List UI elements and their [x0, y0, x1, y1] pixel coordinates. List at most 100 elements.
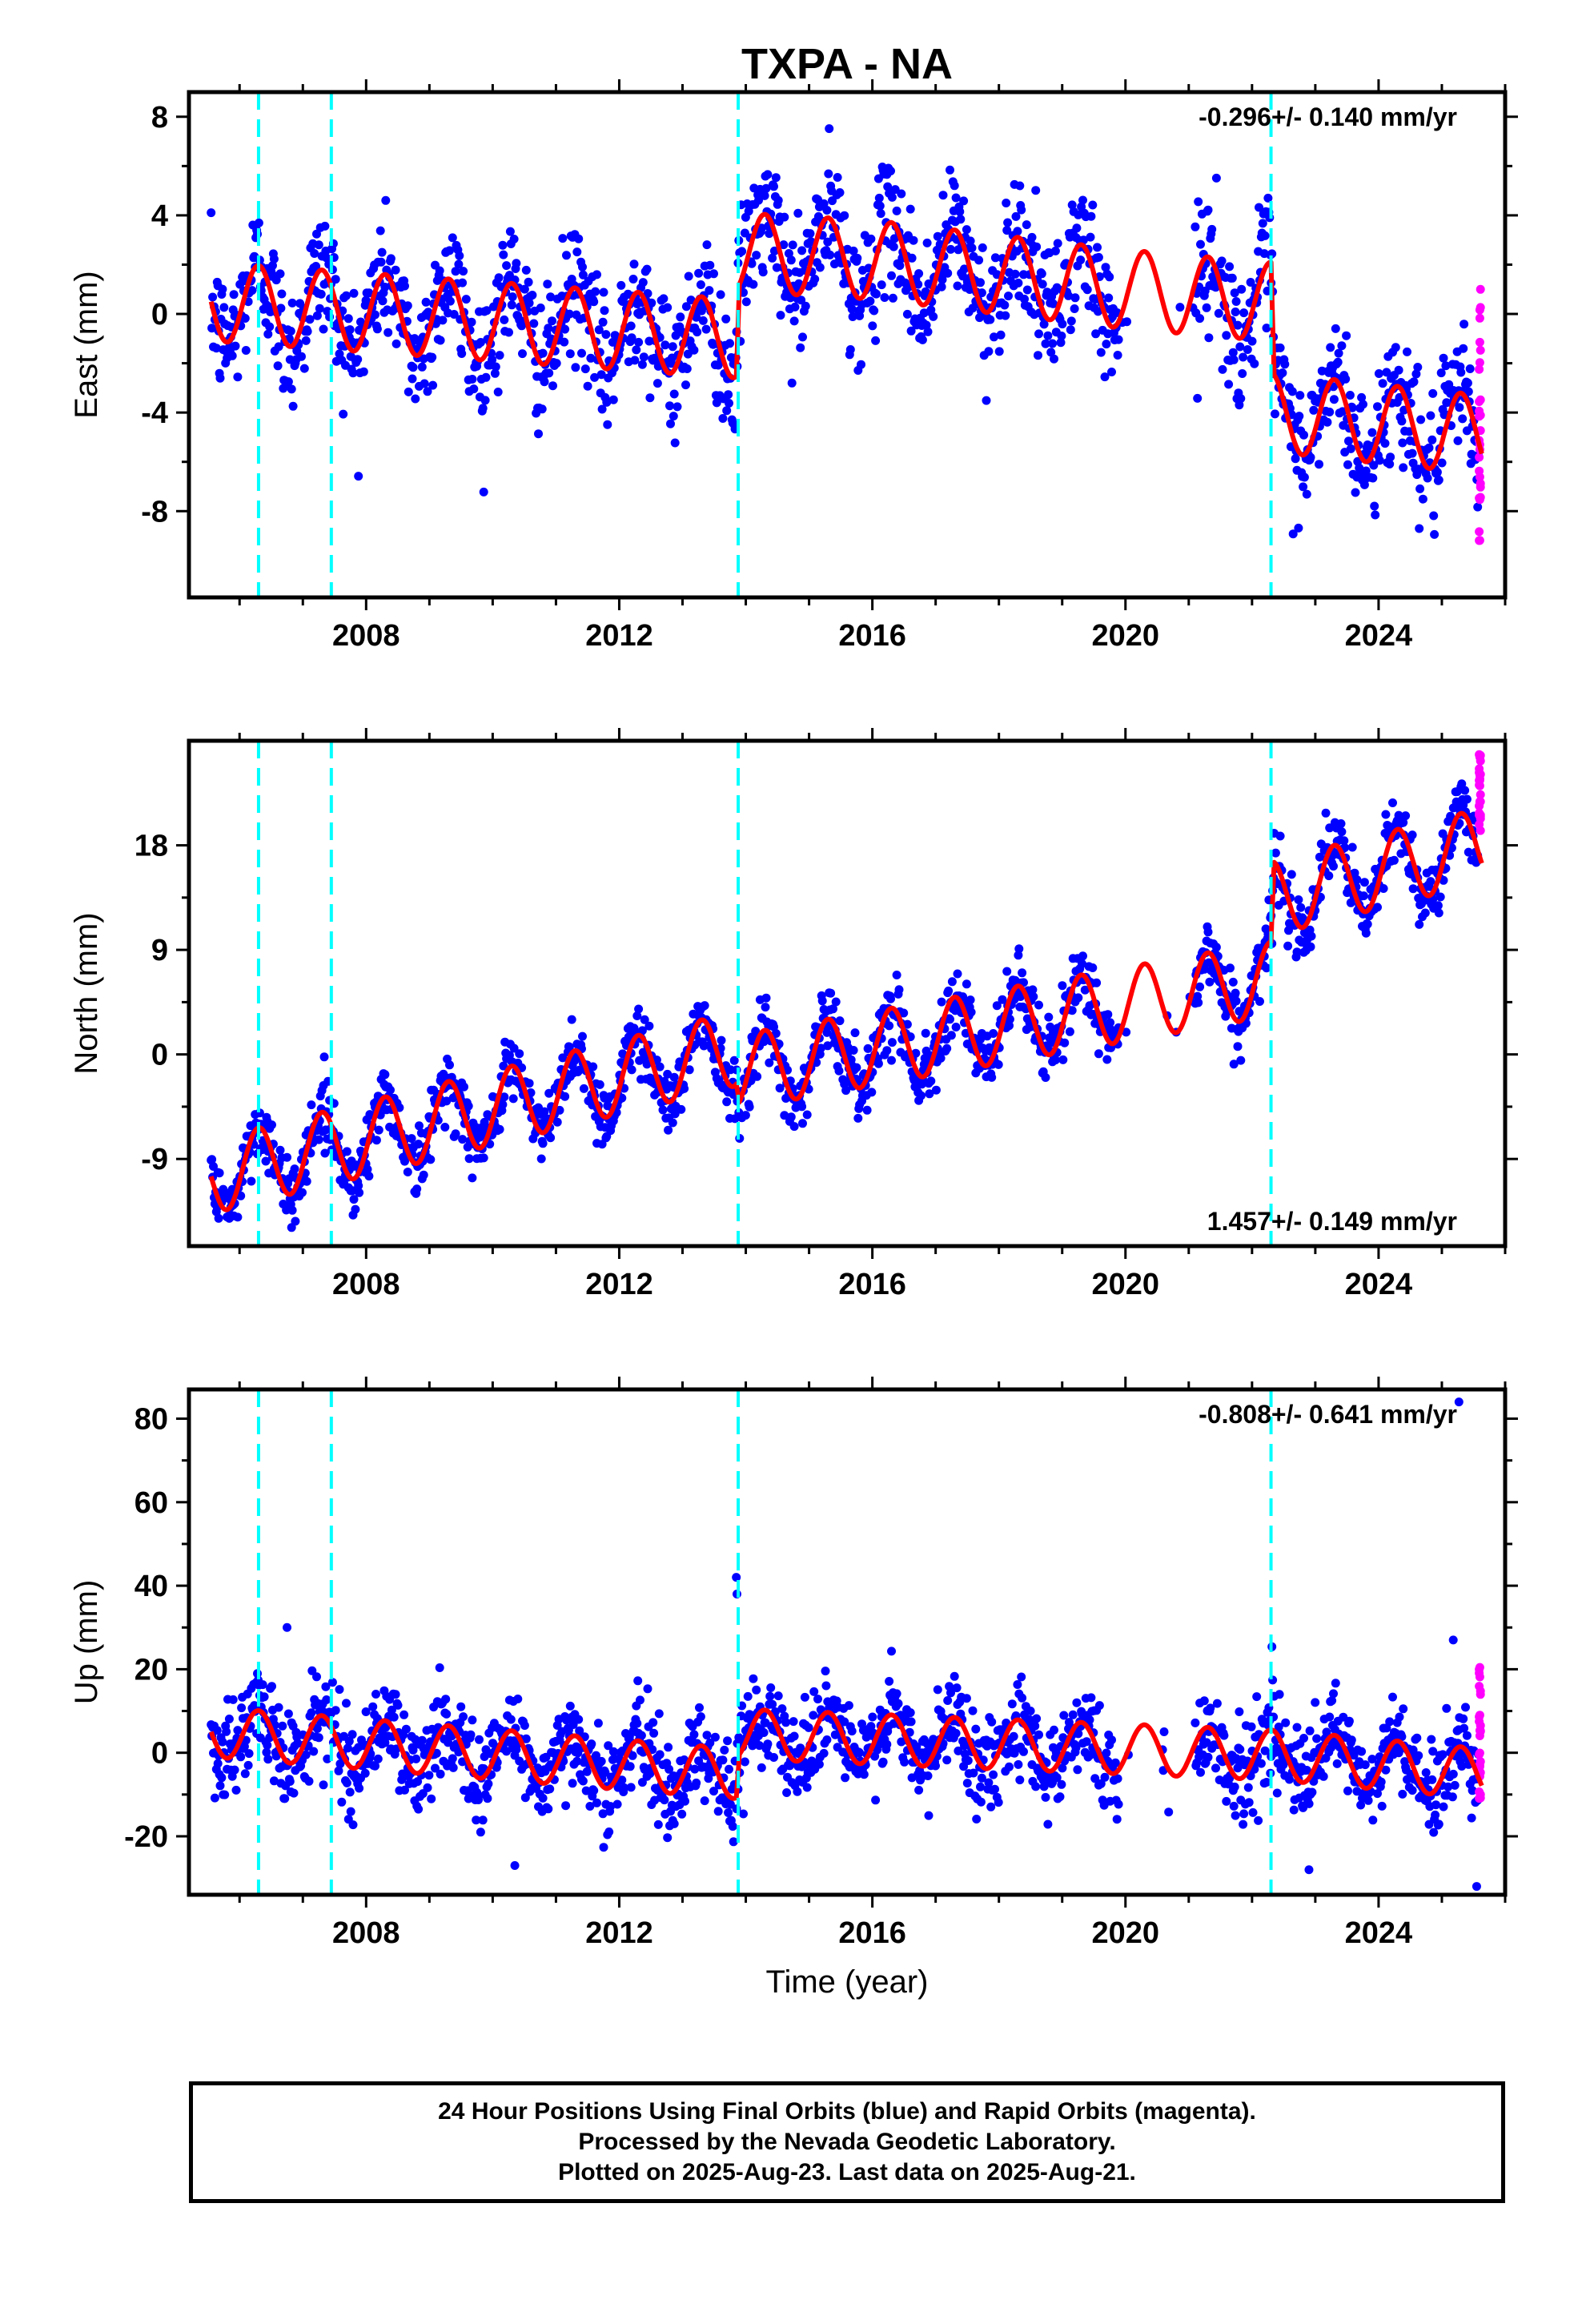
final-point	[276, 304, 286, 313]
rapid-point	[1476, 479, 1485, 489]
final-point	[1068, 1710, 1078, 1719]
final-point	[1343, 460, 1352, 469]
final-point	[1027, 232, 1037, 242]
final-point	[760, 191, 769, 200]
final-point	[643, 289, 652, 298]
final-point	[376, 257, 386, 267]
final-point	[499, 1061, 508, 1071]
final-point	[283, 377, 293, 387]
final-point	[1347, 842, 1357, 852]
final-point	[743, 1691, 753, 1701]
final-point	[346, 1807, 355, 1816]
final-point	[643, 1684, 652, 1694]
final-point	[498, 240, 508, 250]
final-point	[1238, 369, 1247, 378]
final-point	[1473, 502, 1483, 512]
final-point	[283, 1152, 291, 1162]
final-point	[558, 234, 568, 243]
final-point	[319, 324, 328, 334]
final-point	[946, 1015, 954, 1024]
final-point	[354, 1181, 363, 1191]
final-point	[459, 1712, 468, 1722]
final-point	[571, 363, 580, 372]
final-point	[639, 352, 648, 362]
final-point	[1376, 1777, 1386, 1787]
final-point	[1007, 1699, 1017, 1709]
final-point	[448, 1763, 458, 1772]
final-point	[797, 1102, 807, 1112]
final-point	[805, 229, 815, 239]
final-point	[331, 1706, 340, 1715]
final-point	[1237, 284, 1247, 294]
final-point	[889, 234, 899, 243]
final-point	[601, 330, 611, 340]
final-point	[761, 183, 771, 193]
final-point	[440, 1123, 450, 1132]
final-point	[847, 304, 857, 314]
final-point	[943, 1696, 953, 1705]
final-point	[1415, 524, 1424, 533]
final-point	[950, 1671, 959, 1681]
final-point	[737, 247, 747, 256]
final-point	[1408, 884, 1418, 894]
final-point	[1091, 329, 1101, 339]
final-point	[275, 1145, 285, 1155]
final-point	[665, 401, 674, 411]
final-point	[761, 1003, 770, 1012]
final-point	[786, 1112, 796, 1122]
final-point	[374, 1125, 383, 1135]
final-point	[1375, 456, 1384, 465]
final-point	[380, 283, 390, 292]
final-point	[689, 1730, 699, 1739]
final-point	[695, 1703, 704, 1712]
final-point	[1196, 1767, 1205, 1777]
final-point	[1437, 458, 1447, 468]
final-point	[1049, 299, 1058, 308]
final-point	[892, 971, 901, 979]
final-point	[1275, 343, 1285, 352]
final-point	[1459, 344, 1468, 353]
final-point	[771, 1029, 781, 1038]
rapid-point	[1475, 452, 1484, 462]
final-point	[876, 209, 885, 219]
final-point	[1122, 317, 1131, 327]
final-point	[789, 1731, 799, 1741]
final-point	[787, 378, 797, 388]
final-point	[987, 1717, 997, 1727]
final-point	[592, 270, 601, 279]
final-point	[955, 207, 965, 216]
final-point	[337, 1797, 347, 1807]
final-point	[572, 247, 582, 257]
final-point	[802, 1783, 812, 1792]
final-point	[1254, 1815, 1263, 1825]
final-point	[291, 1216, 300, 1226]
final-point	[233, 372, 243, 382]
final-point	[666, 419, 675, 428]
final-point	[895, 261, 905, 271]
final-point	[537, 404, 547, 414]
final-point	[1048, 339, 1058, 348]
final-point	[749, 279, 758, 289]
up-frame	[187, 1387, 1508, 1897]
final-point	[1034, 329, 1043, 339]
final-point	[720, 1745, 729, 1755]
east-plot-area	[207, 124, 1485, 545]
final-point	[960, 264, 969, 274]
final-point	[887, 1038, 897, 1047]
final-point	[1175, 303, 1185, 312]
final-point	[1034, 1000, 1043, 1010]
final-point	[1460, 786, 1470, 795]
final-point	[1305, 1726, 1315, 1735]
final-point	[561, 1801, 571, 1811]
final-point	[1094, 1701, 1104, 1711]
y-tick-label: 8	[151, 101, 168, 135]
final-point	[322, 1695, 331, 1704]
final-point	[700, 1001, 709, 1011]
final-point	[1369, 460, 1379, 470]
final-point-outlier	[1448, 1635, 1458, 1645]
final-point	[1299, 472, 1309, 482]
final-point	[1230, 288, 1239, 298]
final-point	[1102, 1055, 1112, 1064]
final-point	[345, 325, 355, 335]
final-point	[697, 306, 706, 316]
